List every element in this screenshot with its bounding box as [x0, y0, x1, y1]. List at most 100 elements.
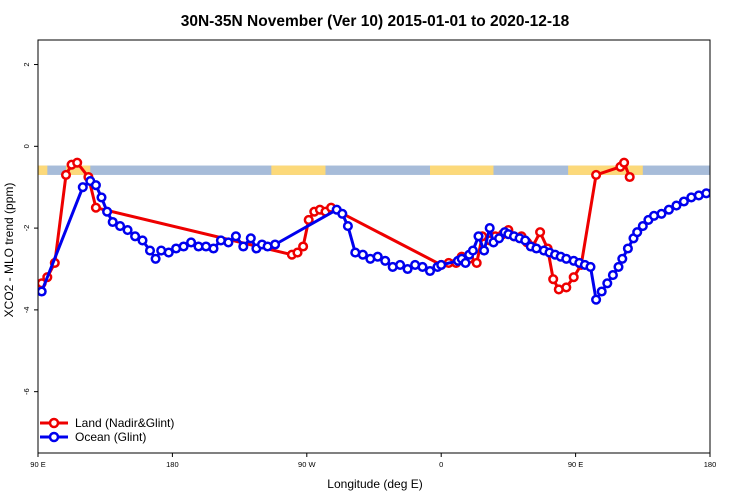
point-land-35: [561, 282, 572, 293]
point-ocean-32: [342, 221, 353, 232]
legend: Land (Nadir&Glint) Ocean (Glint): [40, 416, 174, 444]
ocean-band: [38, 165, 710, 175]
x-tick-label-3: 0: [439, 460, 443, 469]
legend-item-land: Land (Nadir&Glint): [40, 416, 174, 430]
y-axis-label: XCO2 - MLO trend (ppm): [2, 183, 16, 318]
point-ocean-40: [402, 263, 413, 275]
point-ocean-77: [617, 253, 628, 264]
point-ocean-71: [585, 261, 596, 272]
point-land-10: [298, 241, 309, 252]
land-band-3: [430, 165, 494, 175]
point-land-9: [292, 247, 303, 258]
legend-marker-ocean: [48, 431, 60, 443]
land-band-0: [38, 165, 48, 175]
point-ocean-25: [245, 233, 256, 244]
series-ocean: [38, 176, 710, 305]
point-ocean-90: [701, 188, 710, 199]
point-ocean-45: [436, 259, 447, 270]
point-ocean-48: [460, 257, 471, 268]
y-tick-label-4: -6: [22, 388, 31, 395]
point-ocean-72: [591, 294, 602, 305]
point-ocean-23: [230, 231, 241, 242]
point-ocean-9: [130, 231, 141, 242]
point-ocean-76: [613, 261, 624, 272]
series-layer: [38, 157, 710, 305]
x-tick-label-1: 180: [166, 460, 179, 469]
point-ocean-53: [484, 223, 495, 234]
y-tick-label-3: -4: [22, 307, 31, 314]
point-ocean-4: [96, 192, 107, 203]
point-ocean-7: [115, 221, 126, 232]
point-ocean-73: [596, 286, 607, 297]
x-axis: 90 E 180 90 W 0 90 E 180: [30, 453, 716, 469]
point-land-31: [535, 227, 546, 238]
point-ocean-84: [656, 208, 667, 219]
point-ocean-78: [622, 243, 633, 254]
point-ocean-3: [90, 180, 101, 191]
point-ocean-20: [208, 243, 219, 254]
point-ocean-12: [150, 253, 161, 264]
point-land-38: [591, 169, 602, 180]
point-ocean-81: [637, 221, 648, 232]
x-axis-label: Longitude (deg E): [327, 477, 422, 491]
legend-label-ocean: Ocean (Glint): [75, 430, 146, 444]
point-ocean-74: [602, 278, 613, 289]
x-tick-label-2: 90 W: [298, 460, 316, 469]
point-ocean-31: [337, 208, 348, 219]
plot-area: [38, 157, 710, 305]
point-ocean-39: [395, 259, 406, 270]
legend-item-ocean: Ocean (Glint): [40, 430, 146, 444]
plot-frame: [37, 39, 711, 454]
point-ocean-16: [178, 241, 189, 252]
y-tick-label-2: -2: [22, 225, 31, 232]
point-land-11: [303, 214, 314, 225]
point-ocean-11: [144, 245, 156, 256]
point-ocean-51: [473, 231, 484, 242]
point-ocean-1: [77, 182, 88, 193]
point-ocean-86: [671, 200, 682, 211]
point-ocean-42: [417, 261, 428, 272]
point-ocean-91: [708, 187, 710, 195]
x-tick-label-0: 90 E: [30, 460, 45, 469]
point-ocean-85: [663, 204, 674, 215]
y-axis: 2 0 -2 -4 -6: [22, 62, 38, 395]
point-ocean-10: [137, 235, 148, 246]
point-land-40: [619, 157, 630, 168]
point-land-7: [90, 202, 101, 213]
point-ocean-24: [238, 241, 249, 252]
point-ocean-0: [38, 286, 47, 297]
point-ocean-14: [163, 247, 174, 258]
legend-marker-land: [48, 417, 60, 429]
x-tick-label-4: 90 E: [568, 460, 583, 469]
y-tick-label-1: 0: [22, 144, 31, 148]
point-ocean-22: [223, 237, 234, 248]
point-ocean-52: [479, 245, 490, 256]
point-ocean-5: [102, 206, 113, 217]
point-land-41: [624, 171, 635, 183]
y-tick-label-0: 2: [22, 62, 31, 66]
land-band-2: [271, 165, 326, 175]
point-ocean-43: [424, 265, 436, 277]
point-ocean-6: [107, 216, 118, 228]
point-ocean-29: [270, 239, 281, 250]
point-ocean-36: [372, 251, 383, 262]
point-ocean-37: [380, 255, 391, 266]
land-band-1: [66, 165, 91, 175]
point-ocean-60: [520, 235, 531, 246]
x-tick-label-5: 180: [704, 460, 717, 469]
point-land-21: [471, 257, 482, 268]
point-land-5: [72, 157, 83, 168]
point-ocean-17: [186, 237, 197, 248]
chart-title: 30N-35N November (Ver 10) 2015-01-01 to …: [181, 13, 570, 30]
point-ocean-80: [632, 227, 643, 238]
point-ocean-34: [357, 249, 368, 260]
point-ocean-50: [467, 245, 478, 256]
legend-label-land: Land (Nadir&Glint): [75, 416, 174, 430]
point-land-36: [568, 272, 579, 283]
point-ocean-55: [494, 233, 505, 244]
point-ocean-87: [678, 196, 689, 207]
point-ocean-75: [607, 270, 618, 281]
point-land-33: [548, 274, 559, 285]
point-ocean-8: [122, 225, 133, 236]
